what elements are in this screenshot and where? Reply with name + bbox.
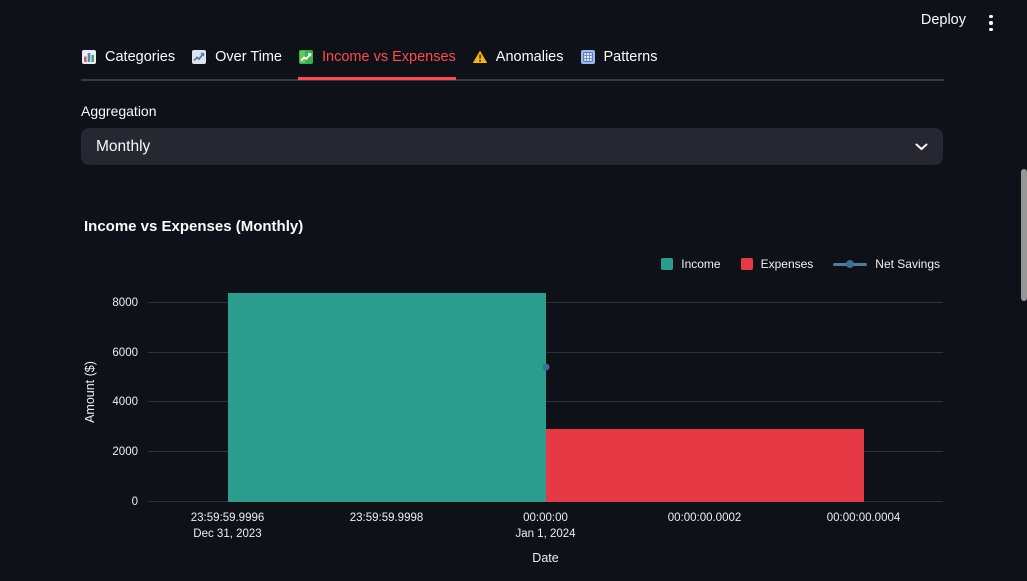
tab-label: Over Time <box>215 49 282 65</box>
x-tick-label: 00:00:00 Jan 1, 2024 <box>515 512 576 540</box>
chart-increasing-emoji-icon <box>298 49 314 65</box>
x-tick-label: 00:00:00.0004 <box>826 512 901 524</box>
tab-label: Income vs Expenses <box>322 49 456 65</box>
x-axis-title: Date <box>532 551 559 565</box>
x-tick-label: 23:59:59.9996 Dec 31, 2023 <box>190 512 265 540</box>
x-tick-label: 23:59:59.9998 <box>349 512 424 524</box>
y-tick-label: 2000 <box>112 446 138 459</box>
aggregation-label: Aggregation <box>81 103 157 119</box>
y-tick-label: 8000 <box>112 296 138 309</box>
legend-item-expenses[interactable]: Expenses <box>740 257 814 271</box>
net-savings-line-icon <box>833 260 868 268</box>
legend-item-net-savings[interactable]: Net Savings <box>833 257 940 271</box>
plot-area[interactable] <box>148 288 943 502</box>
chevron-down-icon <box>915 138 928 156</box>
chart-legend: Income Expenses Net Savings <box>661 257 940 271</box>
bar-chart-emoji-icon <box>81 49 97 65</box>
tab-anomalies[interactable]: Anomalies <box>472 49 564 80</box>
bar-income[interactable] <box>227 293 546 502</box>
x-tick-label: 00:00:00.0002 <box>667 512 742 524</box>
aggregation-select[interactable]: Monthly <box>81 128 943 165</box>
net-savings-point[interactable] <box>542 363 549 371</box>
bar-expenses[interactable] <box>545 428 864 502</box>
vertical-scrollbar-thumb[interactable] <box>1021 169 1027 301</box>
kebab-menu-icon[interactable] <box>983 12 999 34</box>
y-tick-label: 6000 <box>112 346 138 359</box>
gridline <box>148 351 943 353</box>
income-swatch-icon <box>661 258 674 270</box>
y-tick-label: 0 <box>131 496 138 508</box>
gridline <box>148 401 943 403</box>
y-axis-labels: 0 2000 4000 6000 8000 <box>95 288 143 508</box>
tab-income-vs-expenses[interactable]: Income vs Expenses <box>298 49 456 80</box>
tab-label: Patterns <box>603 49 658 65</box>
tab-patterns[interactable]: Patterns <box>580 49 658 80</box>
tab-over-time[interactable]: Over Time <box>191 49 282 80</box>
tab-bar-divider <box>81 79 944 81</box>
expenses-swatch-icon <box>740 258 753 270</box>
tab-categories[interactable]: Categories <box>81 49 175 80</box>
net-savings-dot-icon <box>846 260 855 268</box>
tab-label: Anomalies <box>495 49 564 65</box>
x-axis-labels: 23:59:59.9996 Dec 31, 2023 23:59:59.9998 00… <box>148 511 943 547</box>
aggregation-selected-value: Monthly <box>96 137 151 155</box>
legend-label: Net Savings <box>875 257 940 271</box>
warning-emoji-icon <box>472 49 488 65</box>
grid-emoji-icon <box>580 49 596 65</box>
legend-label: Expenses <box>760 257 814 271</box>
deploy-button[interactable]: Deploy <box>920 12 966 28</box>
legend-item-income[interactable]: Income <box>661 257 721 271</box>
line-chart-emoji-icon <box>191 49 207 65</box>
tab-bar: Categories Over Time Income vs Expenses … <box>81 49 658 80</box>
gridline <box>148 301 943 303</box>
legend-label: Income <box>681 257 721 271</box>
y-tick-label: 4000 <box>112 396 138 409</box>
chart-title: Income vs Expenses (Monthly) <box>84 218 304 235</box>
tab-label: Categories <box>105 49 176 65</box>
